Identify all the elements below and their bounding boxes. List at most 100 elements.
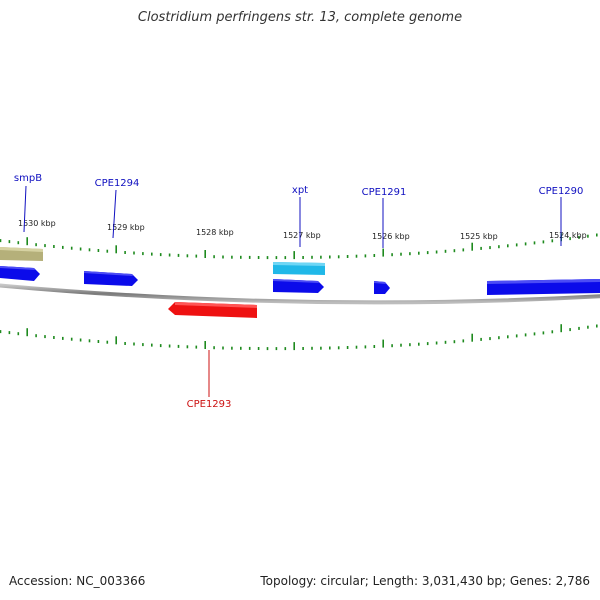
outer-minor-tick — [480, 246, 482, 250]
inner-minor-tick — [35, 334, 37, 338]
genome-title: Clostridium perfringens str. 13, complet… — [137, 10, 463, 25]
outer-minor-tick — [151, 252, 153, 256]
gene-CPE1291[interactable] — [374, 281, 390, 294]
gene-smpB[interactable] — [0, 266, 40, 281]
gene-label-leaders — [23, 185, 562, 397]
outer-minor-tick — [248, 255, 251, 259]
outer-minor-tick — [266, 256, 269, 260]
gene-label-CPE1291[interactable]: CPE1291 — [362, 187, 407, 198]
outer-minor-tick — [142, 252, 144, 256]
inner-minor-tick — [515, 334, 518, 338]
inner-minor-tick — [569, 328, 571, 332]
kbp-label-1527: 1527 kbp — [283, 231, 321, 240]
feature-smpB-region[interactable] — [0, 247, 43, 261]
inner-minor-tick — [213, 346, 215, 350]
inner-minor-tick — [266, 347, 269, 351]
inner-minor-tick — [0, 330, 2, 334]
inner-minor-tick — [498, 336, 500, 340]
gene-CPE1290[interactable] — [487, 279, 600, 295]
inner-minor-tick — [151, 343, 153, 347]
outer-minor-tick — [213, 255, 215, 259]
outer-minor-tick — [444, 249, 447, 253]
inner-major-tick — [382, 339, 384, 348]
outer-minor-tick — [53, 245, 55, 248]
inner-minor-tick — [426, 342, 429, 346]
outer-minor-tick — [222, 255, 224, 259]
outer-major-tick — [471, 242, 473, 251]
outer-minor-tick — [124, 251, 126, 254]
inner-major-tick — [560, 324, 562, 333]
outer-minor-tick — [596, 233, 598, 237]
outer-minor-tick — [17, 241, 20, 245]
inner-minor-tick — [578, 326, 580, 330]
outer-minor-tick — [533, 241, 536, 245]
outer-minor-tick — [453, 249, 456, 253]
inner-minor-tick — [88, 339, 91, 343]
outer-minor-tick — [0, 239, 2, 243]
outer-tick-row — [0, 233, 598, 260]
inner-minor-tick — [53, 336, 55, 339]
outer-minor-tick — [346, 255, 349, 258]
outer-minor-tick — [195, 254, 198, 258]
outer-minor-tick — [320, 255, 322, 259]
outer-minor-tick — [70, 246, 73, 250]
inner-minor-tick — [462, 339, 465, 343]
kbp-label-1528: 1528 kbp — [196, 228, 234, 237]
inner-minor-tick — [97, 340, 100, 343]
inner-minor-tick — [133, 342, 135, 346]
inner-minor-tick — [507, 335, 509, 339]
outer-minor-tick — [435, 250, 438, 254]
gene-CPE1293[interactable] — [168, 302, 257, 318]
outer-minor-tick — [551, 239, 554, 243]
outer-minor-tick — [355, 254, 358, 258]
inner-minor-tick — [8, 331, 11, 335]
outer-minor-tick — [400, 252, 402, 256]
outer-major-tick — [115, 245, 117, 254]
outer-minor-tick — [79, 247, 82, 251]
outer-major-tick — [26, 237, 28, 246]
outer-minor-tick — [311, 255, 313, 259]
inner-minor-tick — [355, 345, 358, 349]
inner-minor-tick — [186, 345, 189, 349]
inner-minor-tick — [480, 337, 482, 341]
inner-minor-tick — [596, 324, 598, 328]
gene-xpt[interactable] — [273, 262, 325, 275]
outer-minor-tick — [542, 240, 545, 244]
inner-minor-tick — [142, 343, 144, 347]
outer-minor-tick — [275, 256, 278, 260]
outer-minor-tick — [364, 254, 367, 258]
outer-minor-tick — [507, 244, 509, 248]
outer-minor-tick — [391, 253, 393, 257]
kbp-label-1524: 1524 kbp — [549, 231, 587, 240]
outer-minor-tick — [8, 240, 11, 244]
inner-minor-tick — [373, 345, 376, 348]
gene-CPE1294[interactable] — [84, 271, 138, 286]
outer-minor-tick — [515, 243, 518, 247]
outer-minor-tick — [177, 253, 180, 257]
inner-minor-tick — [453, 340, 456, 344]
inner-minor-tick — [62, 336, 64, 340]
kbp-scale: 1530 kbp 1529 kbp 1528 kbp 1527 kbp 1526… — [18, 219, 587, 241]
inner-minor-tick — [257, 347, 260, 350]
inner-minor-tick — [159, 344, 162, 348]
outer-minor-tick — [284, 256, 287, 260]
outer-minor-tick — [462, 248, 465, 252]
inner-major-tick — [26, 328, 28, 337]
inner-minor-tick — [240, 346, 242, 350]
outer-minor-tick — [240, 255, 242, 259]
gene-label-xpt[interactable]: xpt — [292, 185, 308, 196]
inner-minor-tick — [329, 346, 331, 350]
outer-minor-tick — [524, 242, 527, 246]
inner-minor-tick — [17, 332, 20, 336]
gene-label-CPE1290[interactable]: CPE1290 — [539, 186, 584, 197]
inner-minor-tick — [79, 338, 82, 342]
gene-label-CPE1294[interactable]: CPE1294 — [95, 178, 140, 189]
inner-minor-tick — [409, 343, 411, 347]
outer-major-tick — [204, 250, 206, 258]
gene-CPE1292[interactable] — [273, 279, 324, 293]
inner-major-tick — [293, 342, 295, 351]
inner-minor-tick — [435, 341, 438, 345]
gene-label-CPE1293[interactable]: CPE1293 — [187, 399, 232, 410]
gene-label-smpB[interactable]: smpB — [14, 173, 42, 184]
